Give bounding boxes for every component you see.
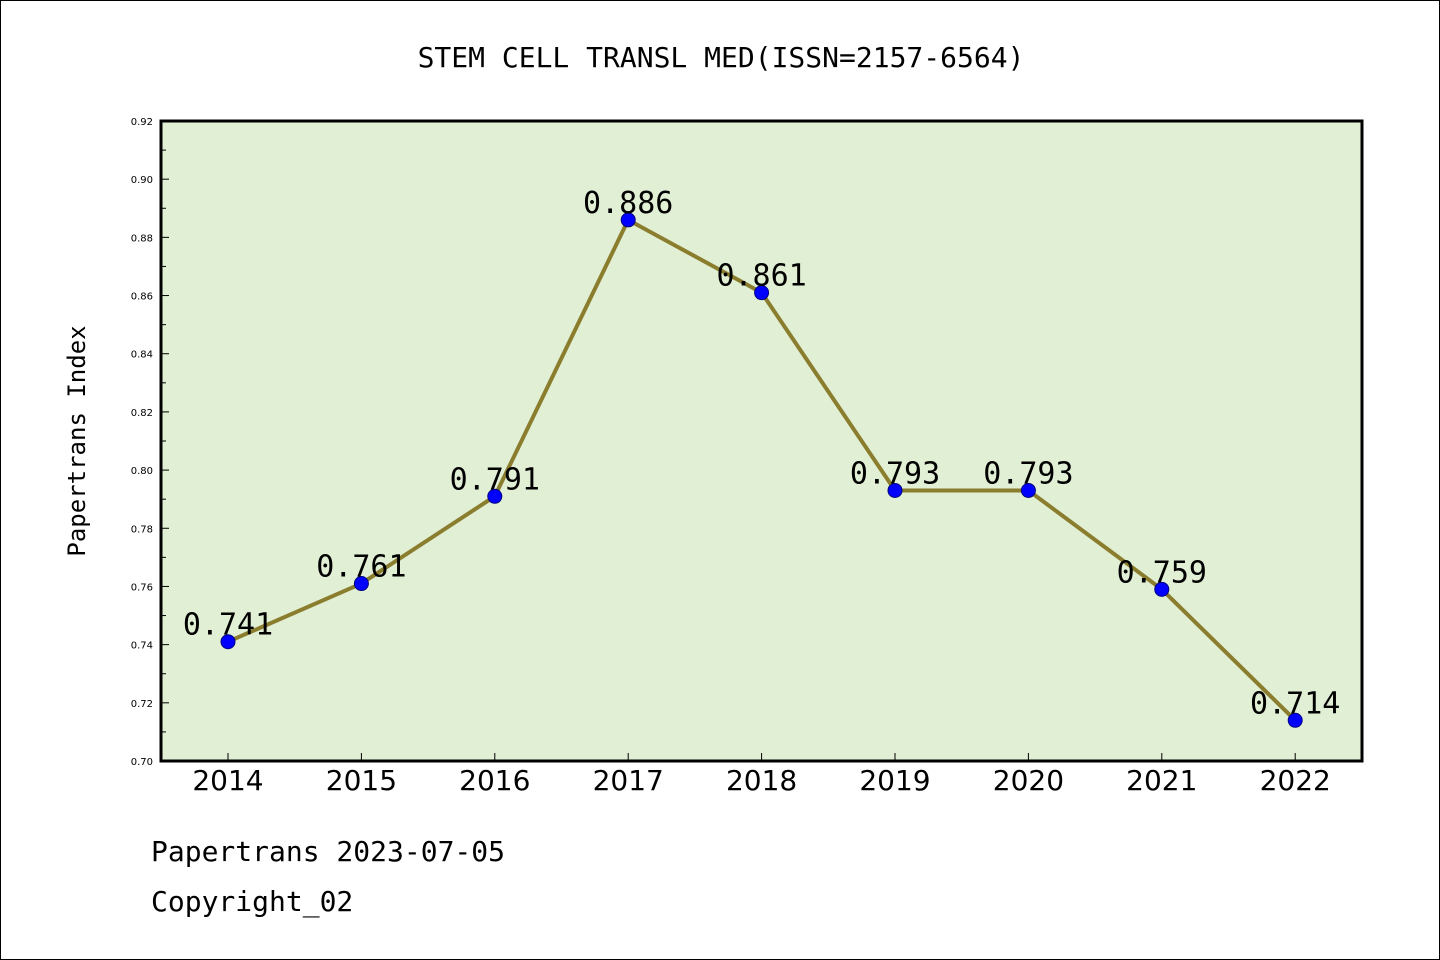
y-tick-label: 0.76 xyxy=(131,582,153,593)
data-label-2016: 0.791 xyxy=(450,462,540,497)
data-point-2017 xyxy=(620,212,636,228)
y-tick-label: 0.80 xyxy=(131,466,153,477)
data-label-2019: 0.793 xyxy=(850,456,940,491)
x-tick-label: 2015 xyxy=(326,764,397,797)
data-point-2014 xyxy=(220,634,236,650)
x-tick-label: 2016 xyxy=(459,764,530,797)
data-point-2021 xyxy=(1154,581,1170,597)
data-point-2020 xyxy=(1020,482,1036,498)
data-label-2018: 0.861 xyxy=(716,259,806,294)
x-tick-label: 2014 xyxy=(192,764,263,797)
data-point-2022 xyxy=(1287,712,1303,728)
data-point-2018 xyxy=(754,285,770,301)
chart-title: STEM CELL TRANSL MED(ISSN=2157-6564) xyxy=(418,41,1025,74)
y-tick-label: 0.84 xyxy=(131,350,153,361)
data-label-2014: 0.741 xyxy=(183,608,273,643)
data-label-2017: 0.886 xyxy=(583,186,673,221)
data-point-2016 xyxy=(487,488,503,504)
y-tick-label: 0.88 xyxy=(131,233,153,244)
y-tick-label: 0.72 xyxy=(131,699,153,710)
data-labels: 0.741 0.761 0.791 0.886 0.861 0.793 0.793 0.759… xyxy=(183,186,1341,721)
data-label-2022: 0.714 xyxy=(1250,686,1340,721)
x-tick-label: 2020 xyxy=(993,764,1064,797)
x-tick-label: 2022 xyxy=(1260,764,1331,797)
plot-area xyxy=(159,119,1364,763)
x-tick-label: 2021 xyxy=(1126,764,1197,797)
y-tick-label: 0.74 xyxy=(131,641,153,652)
x-tick-label: 2018 xyxy=(726,764,797,797)
y-tick-label: 0.92 xyxy=(131,117,153,128)
data-label-2020: 0.793 xyxy=(983,456,1073,491)
data-point-2019 xyxy=(887,482,903,498)
data-markers xyxy=(220,212,1303,728)
y-axis-ticks: 0.70 0.72 0.74 0.76 0.78 0.80 0.82 0.84 0.86 0.88… xyxy=(131,117,169,768)
data-point-2015 xyxy=(353,576,369,592)
y-tick-label: 0.70 xyxy=(131,757,153,768)
x-tick-label: 2019 xyxy=(859,764,930,797)
y-tick-label: 0.90 xyxy=(131,175,153,186)
x-axis-ticks: 2014 2015 2016 2017 2018 2019 2020 2021 2022 xyxy=(192,753,1331,797)
data-label-2021: 0.759 xyxy=(1117,555,1207,590)
footer-date-line: Papertrans 2023-07-05 xyxy=(151,835,506,868)
y-tick-label: 0.78 xyxy=(131,524,153,535)
y-axis-label: Papertrans Index xyxy=(63,325,91,556)
footer-copyright-line: Copyright_02 xyxy=(151,885,354,918)
x-tick-label: 2017 xyxy=(593,764,664,797)
y-tick-label: 0.86 xyxy=(131,292,153,303)
data-label-2015: 0.761 xyxy=(316,550,406,585)
y-tick-label: 0.82 xyxy=(131,408,153,419)
